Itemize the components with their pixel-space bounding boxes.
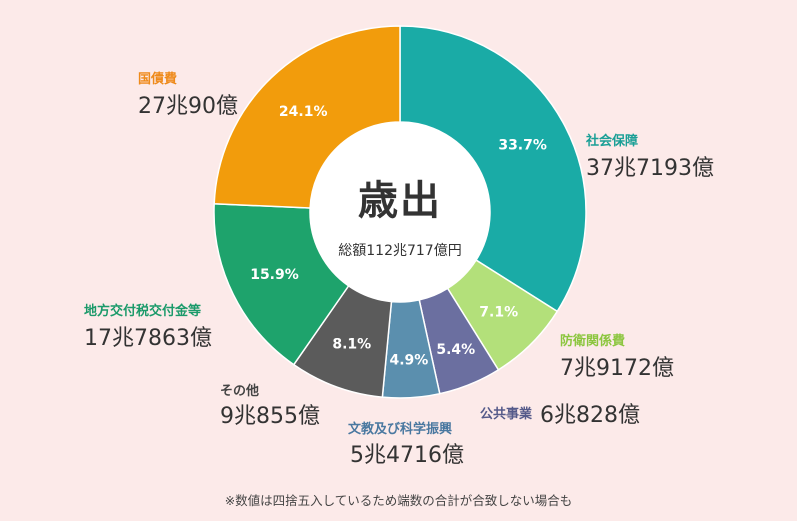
percent-label-public-works: 5.4% [436, 342, 475, 358]
donut-hole [310, 122, 490, 302]
percent-label-local-allocation-tax: 15.9% [250, 267, 299, 283]
amount-label-education-science: 5兆4716億 [350, 443, 464, 468]
percent-label-other: 8.1% [332, 336, 371, 352]
amount-label-local-allocation-tax: 17兆7863億 [84, 326, 212, 351]
category-label-education-science: 文教及び科学振興 [348, 422, 453, 437]
amount-label-defense: 7兆9172億 [560, 356, 674, 381]
percent-label-social-security: 33.7% [498, 137, 547, 153]
footnote: ※数値は四捨五入しているため端数の合計が合致しない場合も [224, 493, 573, 508]
category-label-local-allocation-tax: 地方交付税交付金等 [84, 304, 202, 319]
amount-label-other: 9兆855億 [220, 404, 320, 429]
percent-label-defense: 7.1% [479, 304, 518, 320]
chart-subtitle: 総額112兆717億円 [338, 243, 462, 259]
category-label-other: その他 [220, 384, 260, 399]
amount-label-social-security: 37兆7193億 [586, 156, 714, 181]
category-label-national-debt: 国債費 [138, 72, 178, 87]
chart-title: 歳出 [358, 178, 442, 224]
slice-social-security [399, 25, 587, 313]
category-label-defense: 防衛関係費 [560, 334, 626, 349]
category-label-social-security: 社会保障 [586, 134, 639, 149]
amount-label-national-debt: 27兆90億 [138, 94, 238, 119]
amount-label-public-works: 6兆828億 [540, 403, 640, 428]
category-label-public-works: 公共事業 [480, 407, 533, 422]
percent-label-education-science: 4.9% [389, 353, 428, 369]
percent-label-national-debt: 24.1% [279, 104, 328, 120]
